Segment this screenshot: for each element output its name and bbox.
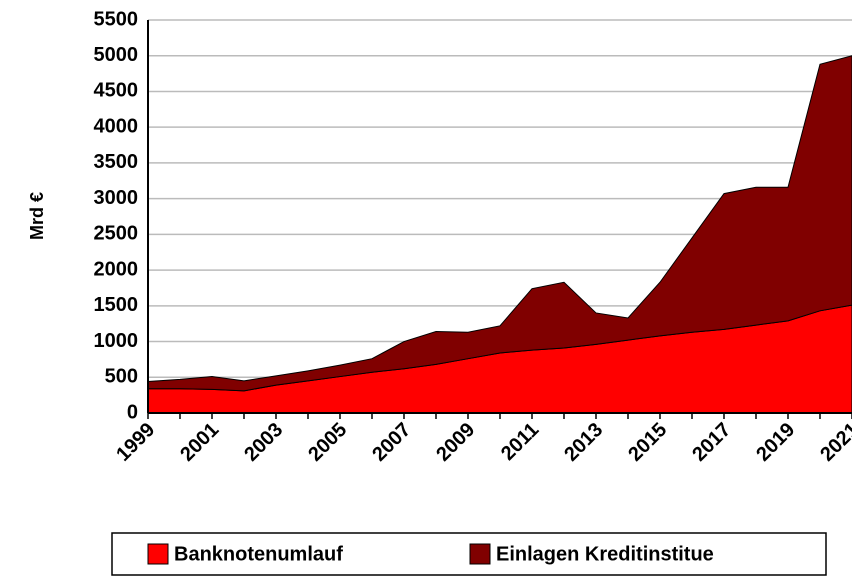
y-tick-label: 4000 [94, 115, 139, 137]
x-tick-label: 2013 [560, 419, 607, 466]
y-tick-label: 3500 [94, 151, 139, 173]
x-tick-label: 2019 [752, 419, 799, 466]
area [147, 55, 852, 392]
y-tick-label: 3000 [94, 187, 139, 209]
x-tick-label: 2015 [624, 419, 671, 466]
y-tick-label: 4500 [94, 80, 139, 102]
legend-box [111, 532, 827, 576]
x-tick-label: 2007 [368, 419, 415, 466]
y-axis-title: Mrd € [27, 192, 47, 240]
x-tick-label: 2009 [432, 419, 479, 466]
legend-swatch [147, 543, 169, 565]
x-tick-label: 2011 [497, 419, 543, 465]
x-tick-label: 2005 [304, 419, 351, 466]
legend-label: Banknotenumlauf [174, 543, 343, 565]
legend-swatch [469, 543, 491, 565]
y-tick-label: 2000 [94, 258, 139, 280]
y-tick-label: 1000 [94, 330, 139, 352]
x-tick-label: 2021 [816, 419, 852, 466]
x-tick-label: 2001 [176, 419, 223, 466]
legend-label: Einlagen Kreditinstitue [496, 543, 714, 565]
y-tick-label: 0 [127, 401, 138, 423]
y-tick-label: 500 [105, 366, 138, 388]
x-tick-label: 1999 [112, 419, 159, 466]
x-tick-label: 2017 [688, 419, 735, 466]
y-tick-label: 1500 [94, 294, 139, 316]
y-tick-label: 5000 [94, 44, 139, 66]
y-tick-label: 2500 [94, 223, 139, 245]
y-tick-label: 5500 [94, 8, 139, 30]
x-tick-label: 2003 [240, 419, 287, 466]
